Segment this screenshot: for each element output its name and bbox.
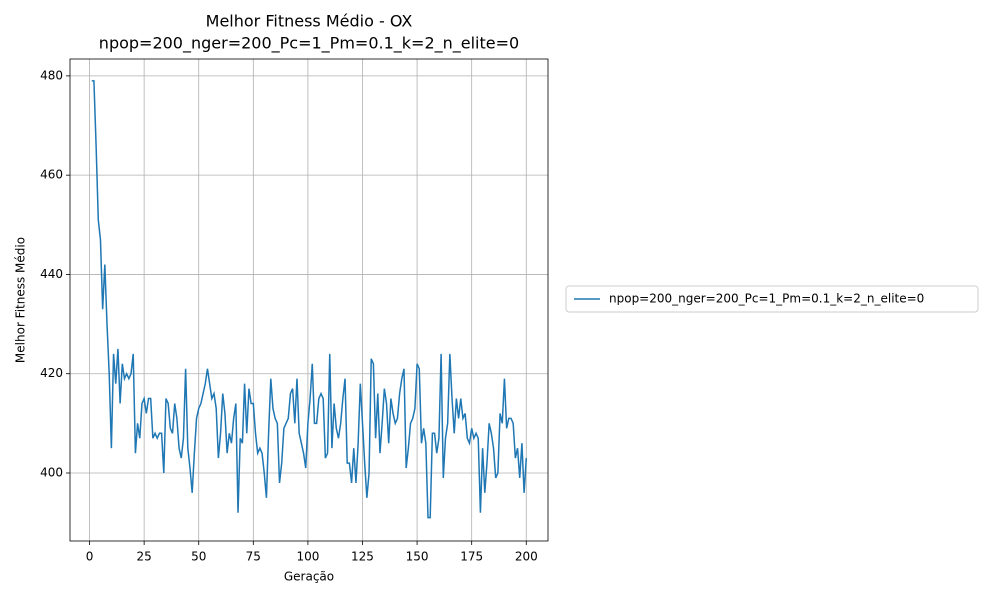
x-tick-label: 0: [86, 550, 94, 564]
legend-label: npop=200_nger=200_Pc=1_Pm=0.1_k=2_n_elit…: [609, 292, 924, 306]
y-tick-label: 460: [40, 168, 63, 182]
line-series: [91, 80, 528, 519]
x-tick-label: 175: [460, 550, 483, 564]
chart-title: Melhor Fitness Médio - OX: [206, 12, 413, 31]
x-tick-label: 25: [136, 550, 151, 564]
x-tick-label: 50: [191, 550, 206, 564]
x-tick-label: 200: [515, 550, 538, 564]
plot-frame: [69, 58, 549, 542]
y-axis-label: Melhor Fitness Médio: [14, 237, 28, 363]
y-tick-label: 440: [40, 267, 63, 281]
x-tick-label: 125: [351, 550, 374, 564]
y-tick-label: 480: [40, 68, 63, 82]
chart-subtitle: npop=200_nger=200_Pc=1_Pm=0.1_k=2_n_elit…: [99, 34, 519, 54]
x-tick-label: 75: [246, 550, 261, 564]
x-tick-label: 100: [296, 550, 319, 564]
y-tick-label: 400: [40, 465, 63, 479]
x-tick-label: 150: [406, 550, 429, 564]
x-axis-label: Geração: [284, 570, 334, 584]
legend-box: [565, 285, 979, 313]
y-tick-label: 420: [40, 366, 63, 380]
